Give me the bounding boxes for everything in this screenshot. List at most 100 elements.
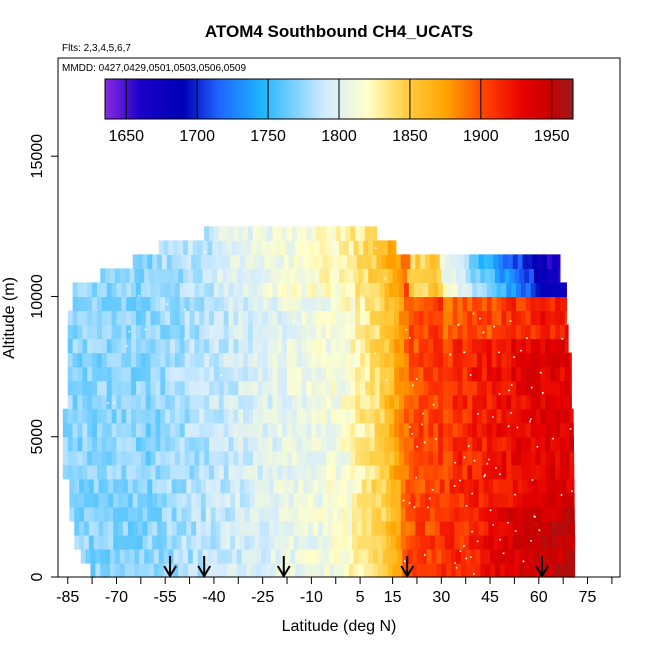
heatmap-cell [314, 240, 321, 255]
heatmap-cell [442, 310, 449, 326]
heatmap-cell [272, 226, 278, 241]
colorbar-swatch [422, 79, 425, 119]
heatmap-cell [135, 450, 142, 466]
heatmap-cell [399, 464, 405, 480]
heatmap-cell [171, 254, 178, 270]
heatmap-cell [330, 352, 337, 368]
heatmap-cell [433, 436, 439, 452]
heatmap-cell [506, 366, 512, 382]
heatmap-cell [348, 562, 355, 578]
heatmap-cell [428, 436, 434, 452]
heatmap-cell [511, 296, 517, 312]
heatmap-cell [454, 520, 460, 536]
heatmap-cell [551, 478, 558, 494]
heatmap-cell [322, 254, 329, 270]
colorbar-swatch [275, 79, 278, 119]
heatmap-cell [545, 380, 551, 396]
heatmap-cell [287, 380, 293, 396]
heatmap-cell [291, 366, 298, 382]
heatmap-cell [350, 380, 356, 396]
heatmap-cell [395, 254, 402, 270]
heatmap-cell [291, 310, 298, 326]
colorbar-swatch [468, 79, 470, 119]
heatmap-cell [217, 240, 223, 255]
heatmap-cell [418, 310, 425, 326]
heatmap-cell [384, 380, 390, 396]
heatmap-cell [282, 352, 288, 368]
heatmap-cell [376, 492, 382, 508]
heatmap-cell [447, 338, 454, 354]
colorbar-swatch [122, 79, 124, 119]
heatmap-cell [423, 338, 429, 354]
heatmap-cell [287, 338, 293, 354]
heatmap-cell [155, 310, 161, 326]
colorbar-swatch [514, 79, 517, 119]
heatmap-cell [235, 478, 241, 494]
missing-data-point [113, 401, 116, 404]
heatmap-cell [520, 324, 527, 340]
heatmap-cell [176, 478, 183, 494]
heatmap-cell [340, 324, 347, 340]
heatmap-cell [364, 324, 371, 340]
colorbar-swatch [191, 79, 194, 119]
heatmap-cell [321, 366, 327, 382]
colorbar-swatch [238, 79, 241, 119]
heatmap-cell [165, 338, 171, 354]
heatmap-cell [364, 450, 371, 466]
missing-data-point [431, 489, 434, 491]
heatmap-cell [303, 534, 309, 550]
heatmap-cell [98, 520, 105, 536]
heatmap-cell [472, 310, 478, 326]
heatmap-cell [317, 506, 324, 522]
colorbar-swatch [226, 79, 229, 119]
heatmap-cell [386, 492, 392, 508]
heatmap-cell [274, 254, 280, 270]
heatmap-cell [525, 408, 532, 424]
heatmap-cell [420, 478, 426, 494]
heatmap-cell [160, 464, 166, 480]
heatmap-cell [326, 296, 332, 312]
heatmap-cell [394, 394, 400, 410]
colorbar-swatch [198, 79, 201, 119]
heatmap-cell [106, 464, 113, 480]
heatmap-cell [550, 380, 556, 396]
heatmap-cell [191, 254, 197, 270]
heatmap-cell [535, 408, 542, 424]
heatmap-cell [189, 282, 196, 298]
heatmap-cell [556, 534, 563, 550]
heatmap-cell [257, 352, 264, 368]
heatmap-cell [343, 268, 350, 284]
heatmap-cell [301, 324, 308, 340]
heatmap-cell [403, 408, 410, 424]
heatmap-cell [238, 380, 244, 396]
heatmap-cell [384, 464, 390, 480]
heatmap-cell [498, 254, 504, 270]
heatmap-cell [88, 478, 95, 494]
heatmap-cell [462, 464, 468, 480]
heatmap-cell [530, 408, 537, 424]
heatmap-cell [311, 352, 317, 368]
heatmap-cell [438, 366, 444, 382]
colorbar-swatch [307, 79, 310, 119]
heatmap-cell [464, 520, 470, 536]
colorbar-swatch [148, 79, 151, 119]
heatmap-cell [131, 422, 137, 438]
heatmap-cell [535, 436, 542, 452]
heatmap-cell [210, 534, 217, 550]
heatmap-cell [559, 296, 566, 312]
colorbar-swatch [405, 79, 408, 119]
heatmap-cell [87, 366, 93, 382]
heatmap-cell [516, 464, 522, 480]
heatmap-cell [109, 562, 116, 578]
heatmap-cell [368, 268, 374, 284]
heatmap-cell [155, 282, 161, 298]
heatmap-cell [212, 562, 218, 578]
heatmap-cell [114, 562, 121, 578]
heatmap-cell [418, 352, 425, 368]
heatmap-cell [408, 436, 415, 452]
heatmap-cell [490, 268, 496, 284]
heatmap-cell [248, 464, 254, 480]
colorbar-swatch [495, 79, 497, 119]
heatmap-cell [503, 520, 509, 536]
heatmap-cell [170, 296, 176, 312]
